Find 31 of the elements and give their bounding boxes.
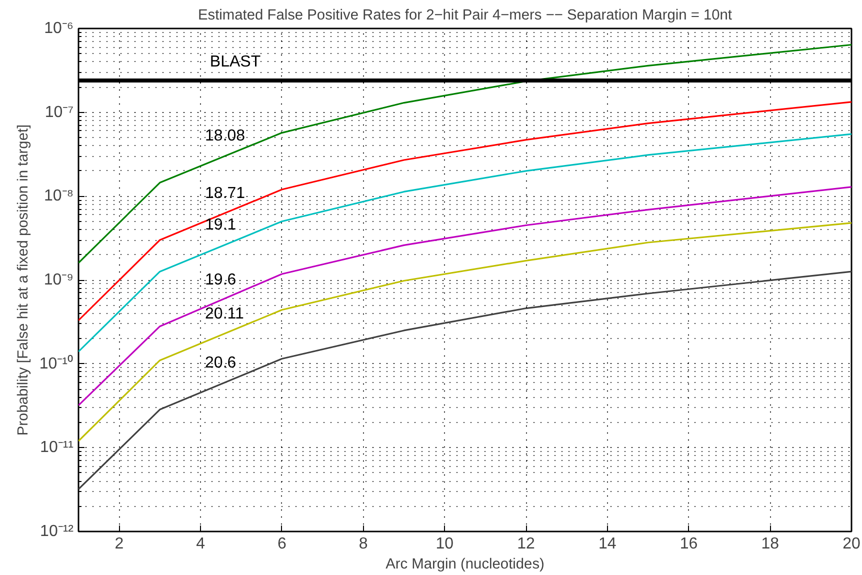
x-tick-label: 8 [358,536,368,552]
x-tick-label: 18 [761,536,780,552]
y-tick-label: 10⁻¹⁰ [39,354,74,372]
y-tick-label: 10⁻⁸ [44,188,74,205]
x-tick-label: 20 [842,536,860,552]
y-tick-label: 10⁻¹² [40,523,74,540]
x-tick-label: 16 [680,536,698,552]
chart-title: Estimated False Positive Rates for 2−hit Pair 4−mers −− Separation Margin = 10nt [198,8,732,24]
y-tick-label: 10⁻⁹ [44,272,74,288]
line-series [78,186,852,406]
series-label: 20.6 [205,354,236,372]
line-series [78,270,852,490]
y-tick-label: 10⁻¹¹ [40,439,74,456]
x-tick-label: 12 [517,536,536,552]
series-label: 18.71 [205,185,246,202]
y-axis-title: Probability [False hit at a fixed position in target] [15,124,32,436]
y-tick-label: 10⁻⁶ [44,20,74,37]
series-label: 19.1 [205,216,236,234]
x-axis-title: Arc Margin (nucleotides) [386,556,544,572]
x-tick-label: 14 [598,536,616,552]
line-series [78,44,852,264]
series-label: 19.6 [205,271,236,288]
x-tick-label: 2 [114,536,124,552]
y-tick-label: 10⁻⁷ [44,104,74,121]
line-series [78,101,852,322]
series-label: 18.08 [205,128,246,145]
series-label: 20.11 [205,305,244,322]
x-tick-label: 10 [436,536,454,552]
x-tick-label: 6 [277,536,286,552]
ref-line-label: BLAST [210,53,261,70]
x-tick-label: 4 [196,536,206,552]
